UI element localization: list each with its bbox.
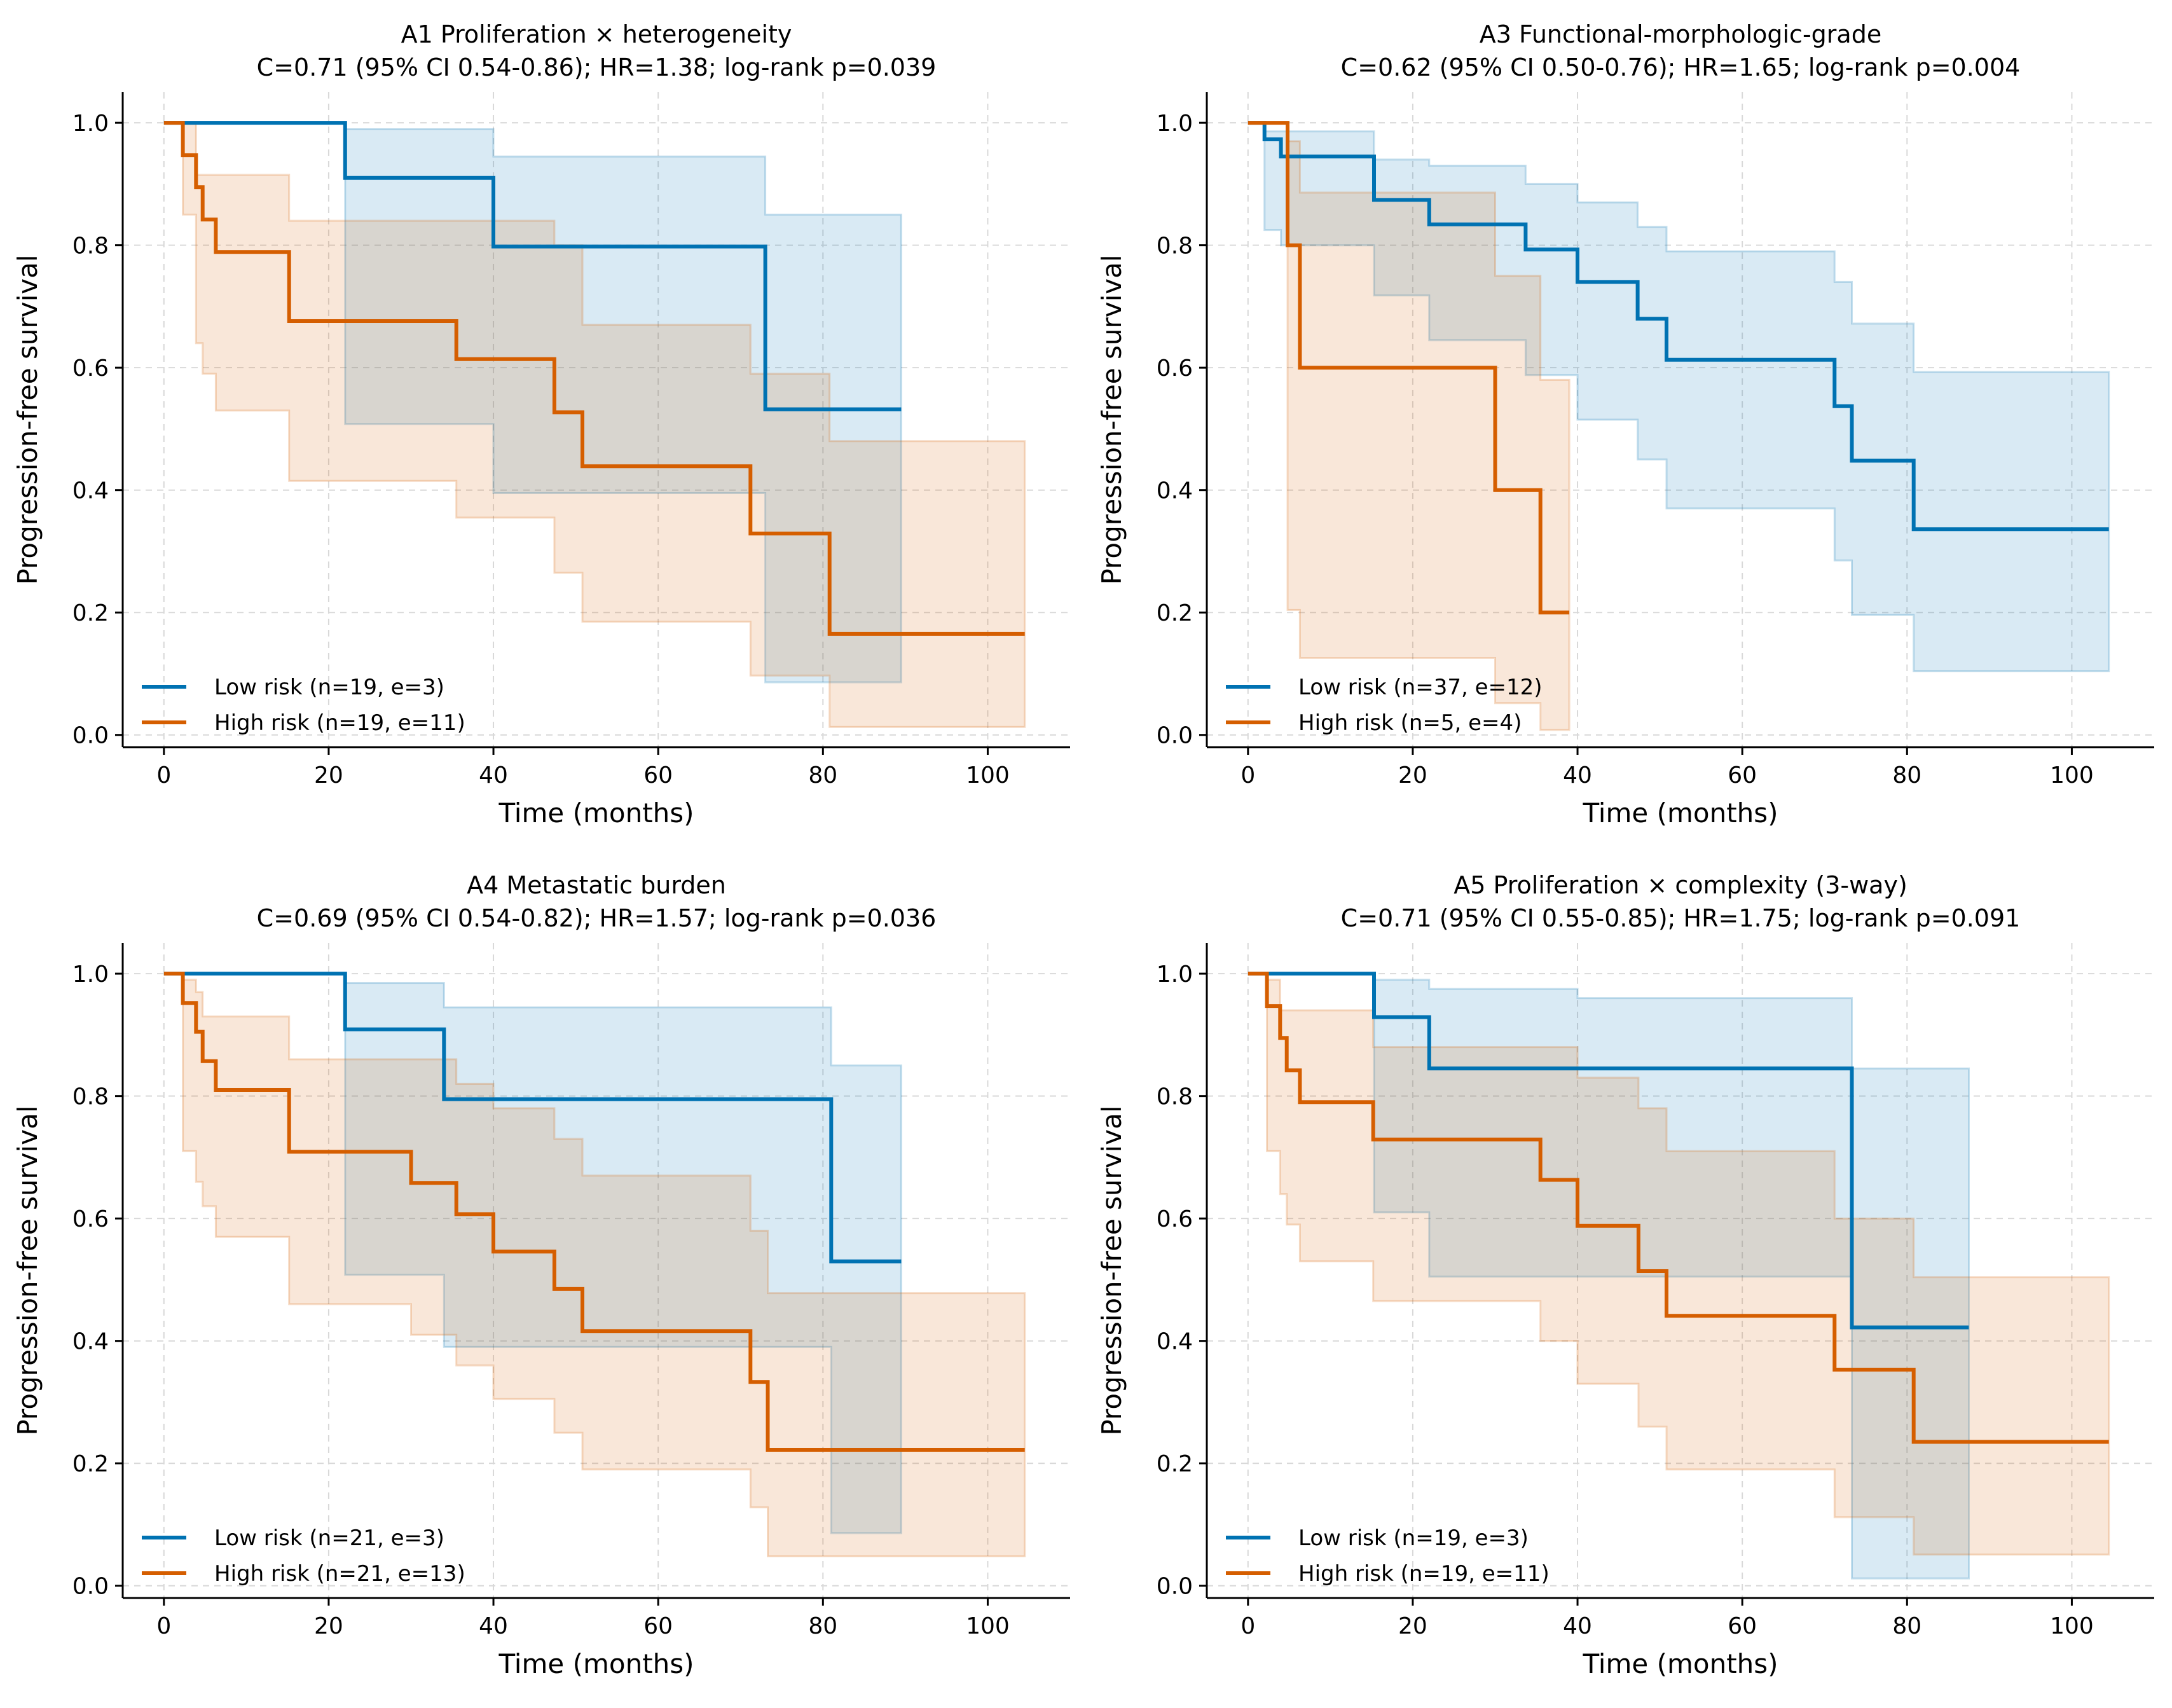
x-axis-label: Time (months) bbox=[498, 1648, 694, 1679]
high-risk-ci-band bbox=[163, 972, 1026, 1557]
low-risk-legend-label: Low risk (n=37, e=12) bbox=[1298, 675, 1543, 700]
x-tick-label: 60 bbox=[1728, 762, 1757, 789]
y-tick-label: 1.0 bbox=[72, 961, 109, 988]
low-risk-legend-label: Low risk (n=19, e=3) bbox=[214, 675, 444, 700]
x-axis-label: Time (months) bbox=[498, 797, 694, 829]
x-tick-label: 20 bbox=[1398, 762, 1427, 789]
legend: Low risk (n=19, e=3) High risk (n=19, e=1… bbox=[1226, 1525, 1550, 1587]
x-tick-label: 100 bbox=[2050, 762, 2094, 789]
x-tick-label: 0 bbox=[1241, 762, 1255, 789]
x-tick-label: 20 bbox=[314, 1613, 343, 1639]
low-risk-curve bbox=[163, 121, 902, 411]
y-tick-label: 0.2 bbox=[1157, 1451, 1193, 1477]
y-tick-label: 0.0 bbox=[1157, 723, 1193, 749]
chart-title: A4 Metastatic burden bbox=[467, 871, 726, 899]
y-tick-label: 0.0 bbox=[72, 1574, 109, 1600]
x-tick-label: 100 bbox=[966, 1613, 1010, 1639]
x-tick-label: 60 bbox=[1728, 1613, 1757, 1639]
y-tick-label: 1.0 bbox=[1157, 961, 1193, 988]
y-tick-label: 0.6 bbox=[1157, 355, 1193, 382]
km-panel-1: 0 20 40 60 80 100 0.0 0.2 0.4 0.6 0.8 1.0 A1 Prolife… bbox=[12, 20, 1070, 829]
low-risk-ci-band bbox=[163, 121, 902, 684]
x-tick-label: 100 bbox=[2050, 1613, 2094, 1639]
km-panel-2: 0 20 40 60 80 100 0.0 0.2 0.4 0.6 0.8 1.0 A3 Functio… bbox=[1096, 20, 2154, 829]
y-tick-label: 1.0 bbox=[72, 111, 109, 137]
x-tick-label: 80 bbox=[1892, 1613, 1921, 1639]
high-risk-curve bbox=[1248, 121, 1570, 615]
x-tick-label: 100 bbox=[966, 762, 1010, 789]
high-risk-curve bbox=[163, 121, 1025, 636]
y-axis-label: Progression-free survival bbox=[12, 1105, 43, 1435]
y-tick-label: 0.4 bbox=[72, 478, 109, 504]
x-axis-label: Time (months) bbox=[1582, 797, 1778, 829]
y-tick-label: 0.8 bbox=[72, 233, 109, 259]
x-tick-label: 20 bbox=[314, 762, 343, 789]
x-tick-label: 60 bbox=[643, 762, 673, 789]
high-risk-ci-band bbox=[1248, 121, 1571, 731]
low-risk-legend-label: Low risk (n=21, e=3) bbox=[214, 1525, 444, 1551]
y-tick-label: 0.8 bbox=[72, 1084, 109, 1110]
chart-subtitle: C=0.71 (95% CI 0.55-0.85); HR=1.75; log-… bbox=[1341, 904, 2021, 932]
y-tick-label: 0.8 bbox=[1157, 1084, 1193, 1110]
y-axis-label: Progression-free survival bbox=[1096, 254, 1127, 584]
chart-subtitle: C=0.71 (95% CI 0.54-0.86); HR=1.38; log-… bbox=[257, 53, 937, 81]
low-risk-curve bbox=[163, 972, 902, 1264]
x-tick-label: 60 bbox=[643, 1613, 673, 1639]
km-panel-3: 0 20 40 60 80 100 0.0 0.2 0.4 0.6 0.8 1.0 A4 Metasta… bbox=[12, 871, 1070, 1679]
high-risk-legend-label: High risk (n=21, e=13) bbox=[214, 1561, 465, 1587]
y-axis-label: Progression-free survival bbox=[12, 254, 43, 584]
x-tick-label: 0 bbox=[156, 762, 171, 789]
high-risk-legend-label: High risk (n=19, e=11) bbox=[1298, 1561, 1550, 1587]
y-tick-label: 0.2 bbox=[1157, 600, 1193, 626]
high-risk-curve bbox=[1248, 972, 2109, 1444]
y-tick-label: 0.6 bbox=[72, 1206, 109, 1232]
high-risk-ci-band bbox=[163, 121, 1026, 728]
x-tick-label: 40 bbox=[1563, 762, 1592, 789]
x-axis-label: Time (months) bbox=[1582, 1648, 1778, 1679]
low-risk-curve bbox=[1248, 121, 2109, 532]
chart-subtitle: C=0.62 (95% CI 0.50-0.76); HR=1.65; log-… bbox=[1341, 53, 2021, 81]
y-tick-label: 0.0 bbox=[1157, 1574, 1193, 1600]
chart-title: A3 Functional-morphologic-grade bbox=[1480, 20, 1881, 48]
high-risk-legend-label: High risk (n=5, e=4) bbox=[1298, 710, 1522, 736]
low-risk-ci-band bbox=[1248, 121, 2110, 673]
x-tick-label: 0 bbox=[156, 1613, 171, 1639]
y-tick-label: 0.4 bbox=[1157, 1329, 1193, 1355]
legend: Low risk (n=37, e=12) High risk (n=5, e=4… bbox=[1226, 675, 1543, 736]
chart-title: A1 Proliferation × heterogeneity bbox=[401, 20, 792, 48]
y-tick-label: 0.2 bbox=[72, 1451, 109, 1477]
legend: Low risk (n=21, e=3) High risk (n=21, e=1… bbox=[142, 1525, 465, 1587]
high-risk-curve bbox=[163, 972, 1025, 1452]
low-risk-ci-band bbox=[1248, 972, 1970, 1580]
x-tick-label: 80 bbox=[808, 762, 837, 789]
y-axis-label: Progression-free survival bbox=[1096, 1105, 1127, 1435]
y-tick-label: 0.6 bbox=[72, 355, 109, 382]
low-risk-legend-label: Low risk (n=19, e=3) bbox=[1298, 1525, 1529, 1551]
y-tick-label: 0.4 bbox=[1157, 478, 1193, 504]
x-tick-label: 20 bbox=[1398, 1613, 1427, 1639]
y-tick-label: 0.8 bbox=[1157, 233, 1193, 259]
y-tick-label: 0.6 bbox=[1157, 1206, 1193, 1232]
km-panel-4: 0 20 40 60 80 100 0.0 0.2 0.4 0.6 0.8 1.0 A5 Prolife… bbox=[1096, 871, 2154, 1679]
x-tick-label: 40 bbox=[479, 1613, 508, 1639]
high-risk-ci-band bbox=[1248, 972, 2110, 1556]
legend: Low risk (n=19, e=3) High risk (n=19, e=1… bbox=[142, 675, 465, 736]
x-tick-label: 40 bbox=[479, 762, 508, 789]
y-tick-label: 0.0 bbox=[72, 723, 109, 749]
y-tick-label: 1.0 bbox=[1157, 111, 1193, 137]
chart-subtitle: C=0.69 (95% CI 0.54-0.82); HR=1.57; log-… bbox=[257, 904, 937, 932]
high-risk-legend-label: High risk (n=19, e=11) bbox=[214, 710, 465, 736]
x-tick-label: 0 bbox=[1241, 1613, 1255, 1639]
chart-title: A5 Proliferation × complexity (3-way) bbox=[1454, 871, 1907, 899]
x-tick-label: 80 bbox=[808, 1613, 837, 1639]
low-risk-curve bbox=[1248, 972, 1969, 1330]
y-tick-label: 0.2 bbox=[72, 600, 109, 626]
x-tick-label: 40 bbox=[1563, 1613, 1592, 1639]
x-tick-label: 80 bbox=[1892, 762, 1921, 789]
y-tick-label: 0.4 bbox=[72, 1329, 109, 1355]
